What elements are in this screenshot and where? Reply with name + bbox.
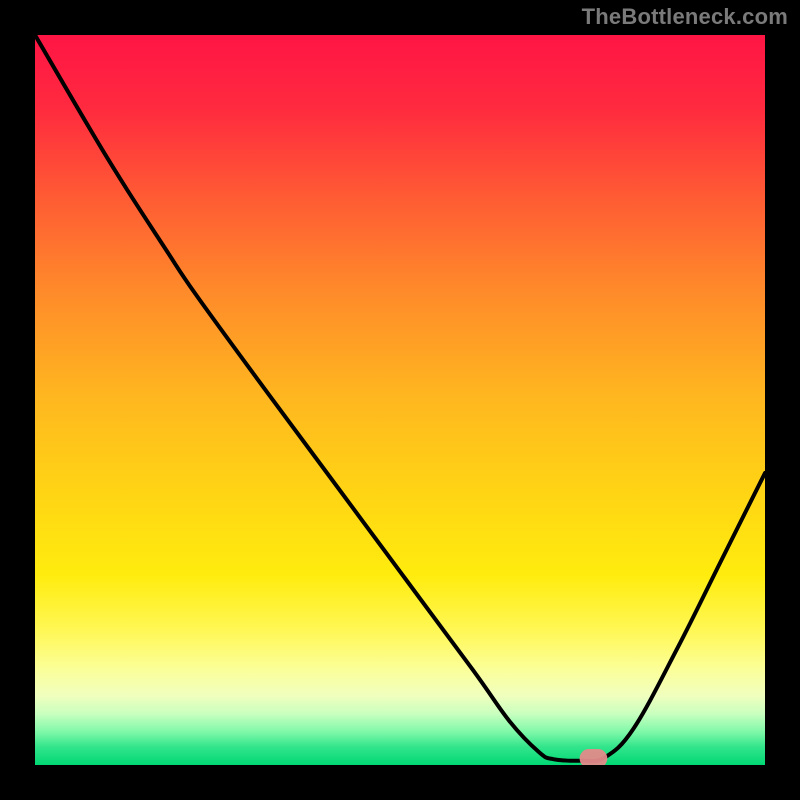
chart-canvas: TheBottleneck.com [0, 0, 800, 800]
chart-background [0, 0, 800, 800]
plot-area [35, 35, 765, 765]
watermark-text: TheBottleneck.com [582, 4, 788, 30]
